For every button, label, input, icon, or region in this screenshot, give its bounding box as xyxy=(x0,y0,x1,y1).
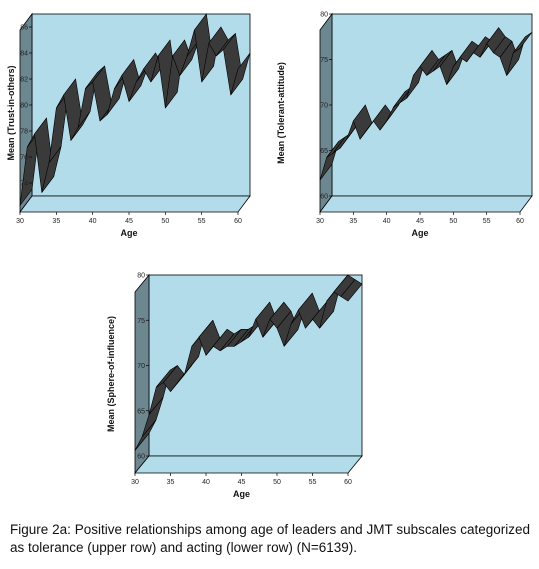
chart-sphere-of-influence: 30 35 40 45 50 55 60 60 65 70 75 80 Age Mean (Sphere-… xyxy=(106,273,363,499)
y-tick-label: 78 xyxy=(20,129,28,136)
figure-caption: Figure 2a: Positive relationships among … xyxy=(10,522,530,555)
y-tick-label: 84 xyxy=(20,51,28,58)
y-axis-title: Mean (Tolerant-attitude) xyxy=(276,62,286,164)
floor xyxy=(319,195,533,213)
x-tick-label: 35 xyxy=(167,479,175,486)
x-tick-label: 45 xyxy=(125,218,133,225)
x-tick-label: 30 xyxy=(131,479,139,486)
y-tick-label: 65 xyxy=(137,408,145,415)
y-tick-label: 86 xyxy=(20,25,28,32)
x-tick-label: 45 xyxy=(416,218,424,225)
y-tick-label: 80 xyxy=(320,12,328,19)
x-tick-label: 45 xyxy=(238,479,246,486)
side-wall xyxy=(134,273,150,475)
x-tick-label: 55 xyxy=(198,218,206,225)
x-axis-title: Age xyxy=(411,228,428,238)
x-tick-label: 50 xyxy=(161,218,169,225)
x-axis-title: Age xyxy=(233,489,250,499)
data-segment xyxy=(230,52,251,96)
y-tick-label: 76 xyxy=(20,155,28,162)
x-tick-label: 40 xyxy=(89,218,97,225)
x-tick-label: 50 xyxy=(449,218,457,225)
y-axis-title: Mean (Trust-in-others) xyxy=(6,65,16,160)
x-tick-label: 50 xyxy=(273,479,281,486)
y-tick-label: 82 xyxy=(20,77,28,84)
x-tick-label: 30 xyxy=(16,218,24,225)
x-tick-label: 30 xyxy=(316,218,324,225)
x-tick-label: 35 xyxy=(52,218,60,225)
data-segment xyxy=(340,279,363,302)
y-axis-title: Mean (Sphere-of-influence) xyxy=(106,316,116,432)
floor xyxy=(134,455,363,474)
x-tick-label: 60 xyxy=(516,218,524,225)
y-tick-label: 60 xyxy=(320,194,328,201)
x-axis-title: Age xyxy=(120,228,137,238)
data-segment xyxy=(513,31,533,54)
y-tick-label: 65 xyxy=(320,148,328,155)
x-tick-label: 60 xyxy=(234,218,242,225)
x-tick-label: 55 xyxy=(309,479,317,486)
x-tick-label: 40 xyxy=(202,479,210,486)
y-tick-label: 75 xyxy=(137,318,145,325)
x-tick-label: 60 xyxy=(344,479,352,486)
y-tick-label: 60 xyxy=(137,454,145,461)
y-tick-label: 75 xyxy=(320,57,328,64)
chart-tolerant-attitude: 30 35 40 45 50 55 60 60 65 70 75 80 Age Mean (Toleran… xyxy=(276,12,533,238)
y-tick-label: 80 xyxy=(137,273,145,280)
y-tick-label: 70 xyxy=(320,103,328,110)
chart-trust-in-others: 30 35 40 45 50 55 60 74 76 78 80 82 84 86 Age Mean (Tru… xyxy=(6,12,251,238)
y-tick-label: 70 xyxy=(137,363,145,370)
x-tick-label: 35 xyxy=(349,218,357,225)
side-wall xyxy=(319,12,333,214)
x-tick-label: 55 xyxy=(483,218,491,225)
y-tick-label: 80 xyxy=(20,103,28,110)
y-tick-label: 74 xyxy=(20,181,28,188)
floor xyxy=(19,195,251,213)
x-tick-label: 40 xyxy=(383,218,391,225)
